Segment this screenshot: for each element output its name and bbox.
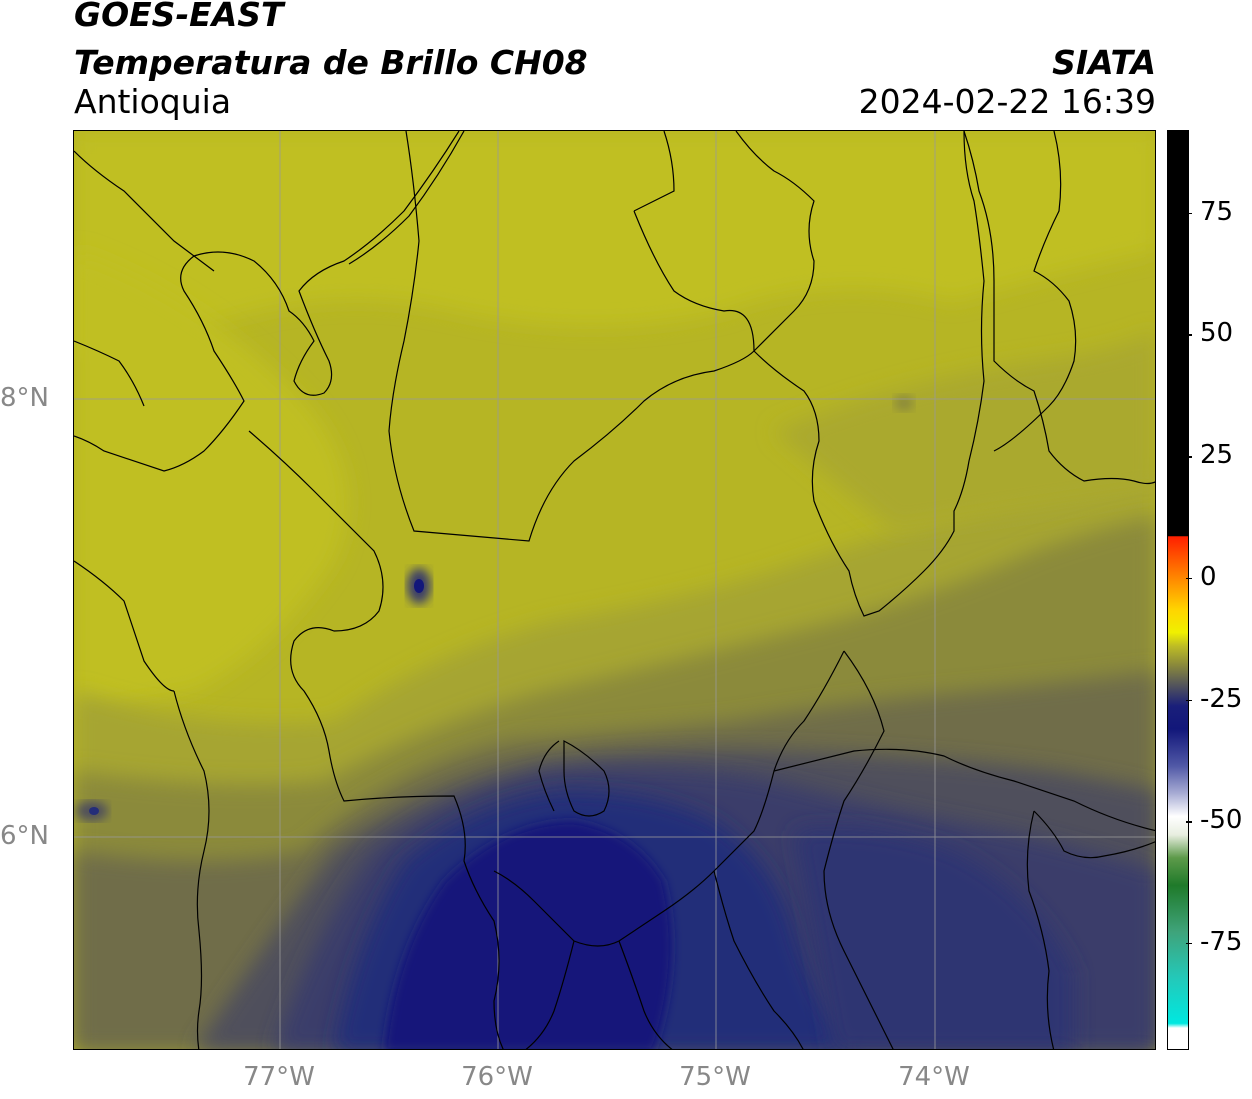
title-region: Antioquia — [74, 82, 232, 121]
title-product: Temperatura de Brillo CH08 — [74, 43, 588, 82]
title-organization: SIATA — [1052, 43, 1156, 82]
graticule — [74, 131, 1155, 1049]
field-olive-east — [774, 331, 1155, 531]
field-warm-patch — [894, 395, 914, 411]
border-north — [388, 131, 985, 617]
border-east — [963, 131, 1155, 485]
title-timestamp: 2024-02-22 16:39 — [858, 82, 1156, 121]
longitude-tick-label: 74°W — [898, 1062, 970, 1092]
latitude-tick-label: 6°N — [0, 821, 49, 851]
colorbar-tick-label: -75 — [1200, 926, 1243, 957]
colorbar — [1167, 130, 1189, 1050]
border-metro — [563, 740, 610, 817]
title-satellite: GOES-EAST — [74, 0, 284, 34]
longitude-tick-label: 77°W — [243, 1062, 315, 1092]
longitude-tick-label: 75°W — [679, 1062, 751, 1092]
colorbar-tick-mark — [1186, 699, 1192, 702]
border-south — [493, 650, 845, 947]
colorbar-tick-label: 75 — [1200, 196, 1234, 227]
colorbar-tick-mark — [1186, 212, 1192, 215]
colorbar-tick-label: 0 — [1200, 561, 1217, 592]
border-west — [248, 430, 504, 1049]
longitude-tick-label: 76°W — [461, 1062, 533, 1092]
brightness-temperature-map — [74, 131, 1155, 1049]
colorbar-tick-label: 50 — [1200, 318, 1234, 349]
boundaries — [74, 131, 1155, 1049]
colorbar-tick-mark — [1186, 334, 1192, 336]
map-panel — [73, 130, 1156, 1050]
colorbar-tick-mark — [1186, 821, 1192, 823]
field-deep-navy — [384, 821, 672, 1049]
colorbar-tick-mark — [1186, 577, 1192, 580]
field-bright-north — [74, 131, 1155, 354]
colorbar-tick-label: 25 — [1200, 440, 1234, 471]
latitude-tick-label: 8°N — [0, 383, 49, 413]
colorbar-tick-mark — [1186, 456, 1192, 458]
coastline — [74, 131, 460, 472]
colorbar-tick-label: -25 — [1200, 683, 1243, 714]
field-navy-east — [794, 828, 1074, 1049]
colorbar-tick-label: -50 — [1200, 805, 1243, 836]
colorbar-tick-mark — [1186, 942, 1192, 945]
field-bright-west — [74, 251, 348, 711]
